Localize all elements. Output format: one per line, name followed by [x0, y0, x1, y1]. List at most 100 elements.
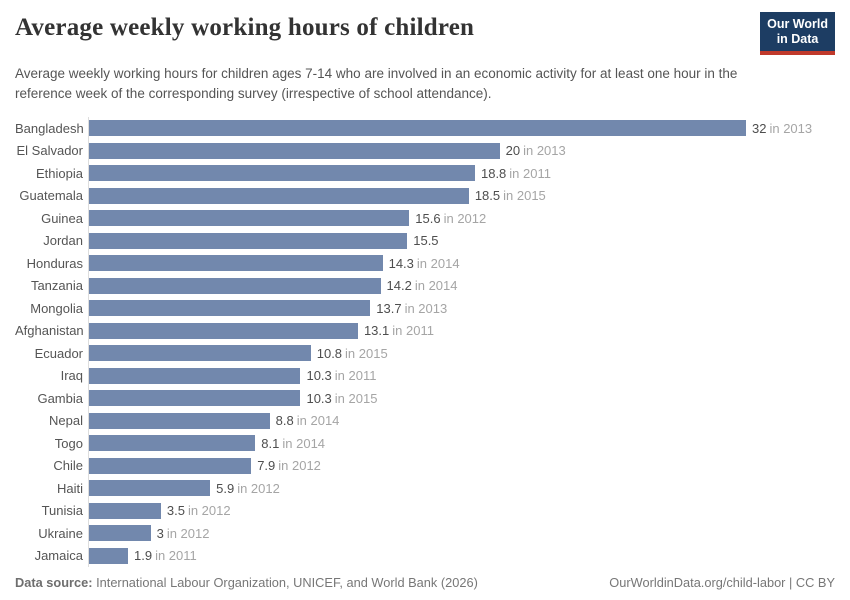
- country-label: Haiti: [56, 480, 83, 496]
- data-source-note: Data source: International Labour Organi…: [15, 575, 478, 590]
- bar[interactable]: [89, 525, 151, 542]
- bar[interactable]: [89, 345, 311, 362]
- year-label: in 2012: [443, 210, 487, 226]
- bar[interactable]: [89, 255, 383, 272]
- chart-row: Afghanistan 13.1 in 2011: [15, 319, 835, 342]
- value-label: 13.1: [363, 323, 390, 339]
- value-label: 3: [156, 525, 164, 541]
- chart-row: Gambia 10.3 in 2015: [15, 387, 835, 410]
- country-label: Tunisia: [41, 503, 83, 519]
- bar[interactable]: [89, 412, 270, 429]
- country-label: Guatemala: [19, 188, 83, 204]
- year-label: in 2011: [334, 368, 377, 384]
- country-label: Ecuador: [34, 345, 83, 361]
- country-label: Honduras: [26, 255, 83, 271]
- value-label: 1.9: [134, 548, 153, 564]
- country-label: Gambia: [37, 390, 83, 406]
- bar-track: 1.9 in 2011: [88, 544, 835, 567]
- footer-link[interactable]: OurWorldinData.org/child-labor | CC BY: [609, 575, 835, 590]
- bar-chart: Bangladesh 32 in 2013 El Salvador 20 in 2013 E…: [15, 117, 835, 569]
- year-label: in 2013: [404, 300, 448, 316]
- value-label: 15.5: [413, 233, 439, 249]
- chart-subtitle: Average weekly working hours for childre…: [15, 66, 738, 101]
- value-label: 7.9: [257, 458, 276, 474]
- year-label: in 2013: [523, 143, 566, 159]
- bar-track: 13.7 in 2013: [88, 297, 835, 320]
- data-source-text: International Labour Organization, UNICE…: [92, 575, 478, 590]
- year-label: in 2014: [414, 278, 458, 294]
- chart-row: Chile 7.9 in 2012: [15, 454, 835, 477]
- value-label: 18.5: [474, 188, 501, 204]
- bar[interactable]: [89, 210, 410, 227]
- bar-track: 20 in 2013: [88, 139, 835, 162]
- country-label: Nepal: [49, 413, 83, 429]
- chart-row: Haiti 5.9 in 2012: [15, 477, 835, 500]
- chart-row: Mongolia 13.7 in 2013: [15, 297, 835, 320]
- chart-row: Jamaica 1.9 in 2011: [15, 544, 835, 567]
- data-source-label: Data source:: [15, 575, 93, 590]
- bar[interactable]: [89, 300, 371, 317]
- country-label: Iraq: [60, 368, 83, 384]
- value-label: 8.8: [275, 413, 294, 429]
- header: Average weekly working hours of children…: [15, 12, 835, 55]
- owid-logo[interactable]: Our World in Data: [760, 12, 835, 55]
- page-title: Average weekly working hours of children: [15, 14, 475, 41]
- value-label: 15.6: [415, 210, 441, 226]
- value-label: 32: [752, 120, 767, 136]
- value-label: 5.9: [216, 480, 235, 496]
- bar[interactable]: [89, 232, 408, 249]
- value-label: 10.3: [306, 368, 332, 384]
- bar-track: 10.8 in 2015: [88, 342, 835, 365]
- chart-row: Nepal 8.8 in 2014: [15, 409, 835, 432]
- bar-track: 3.5 in 2012: [88, 499, 835, 522]
- bar[interactable]: [89, 457, 252, 474]
- country-label: Chile: [53, 458, 83, 474]
- value-label: 14.3: [388, 255, 414, 271]
- bar-track: 18.8 in 2011: [88, 162, 835, 185]
- bar[interactable]: [89, 142, 500, 159]
- bar-track: 15.5: [88, 229, 835, 252]
- country-label: Togo: [54, 435, 83, 451]
- bar[interactable]: [89, 277, 381, 294]
- bar[interactable]: [89, 367, 301, 384]
- year-label: in 2013: [769, 120, 813, 136]
- bar-track: 7.9 in 2012: [88, 454, 835, 477]
- bar-track: 14.3 in 2014: [88, 252, 835, 275]
- bar[interactable]: [89, 165, 475, 182]
- value-label: 13.7: [376, 300, 402, 316]
- footer: Data source: International Labour Organi…: [15, 569, 835, 590]
- year-label: in 2015: [345, 345, 388, 361]
- bar[interactable]: [89, 120, 746, 137]
- bar[interactable]: [89, 187, 469, 204]
- chart-row: Ethiopia 18.8 in 2011: [15, 162, 835, 185]
- bar[interactable]: [89, 390, 301, 407]
- year-label: in 2012: [166, 525, 210, 541]
- bar-track: 14.2 in 2014: [88, 274, 835, 297]
- country-label: Tanzania: [30, 278, 83, 294]
- bar-track: 13.1 in 2011: [88, 319, 835, 342]
- country-label: Mongolia: [30, 300, 83, 316]
- bar[interactable]: [89, 547, 128, 564]
- bar-track: 10.3 in 2015: [88, 387, 835, 410]
- chart-row: Jordan 15.5: [15, 229, 835, 252]
- country-label: Jordan: [43, 233, 83, 249]
- bar-track: 3 in 2012: [88, 522, 835, 545]
- bar[interactable]: [89, 322, 358, 339]
- value-label: 14.2: [386, 278, 412, 294]
- chart-row: Tunisia 3.5 in 2012: [15, 499, 835, 522]
- bar-track: 5.9 in 2012: [88, 477, 835, 500]
- chart-row: Guatemala 18.5 in 2015: [15, 184, 835, 207]
- country-label: Guinea: [41, 210, 83, 226]
- bar-track: 18.5 in 2015: [88, 184, 835, 207]
- year-label: in 2011: [155, 548, 197, 564]
- bar[interactable]: [89, 435, 256, 452]
- bar-track: 8.1 in 2014: [88, 432, 835, 455]
- header-text: Average weekly working hours of children: [15, 12, 474, 42]
- value-label: 18.8: [480, 165, 507, 181]
- year-label: in 2015: [334, 390, 378, 406]
- country-label: Ukraine: [38, 525, 83, 541]
- bar[interactable]: [89, 502, 161, 519]
- chart-row: Ecuador 10.8 in 2015: [15, 342, 835, 365]
- bar[interactable]: [89, 480, 211, 497]
- value-label: 8.1: [261, 435, 280, 451]
